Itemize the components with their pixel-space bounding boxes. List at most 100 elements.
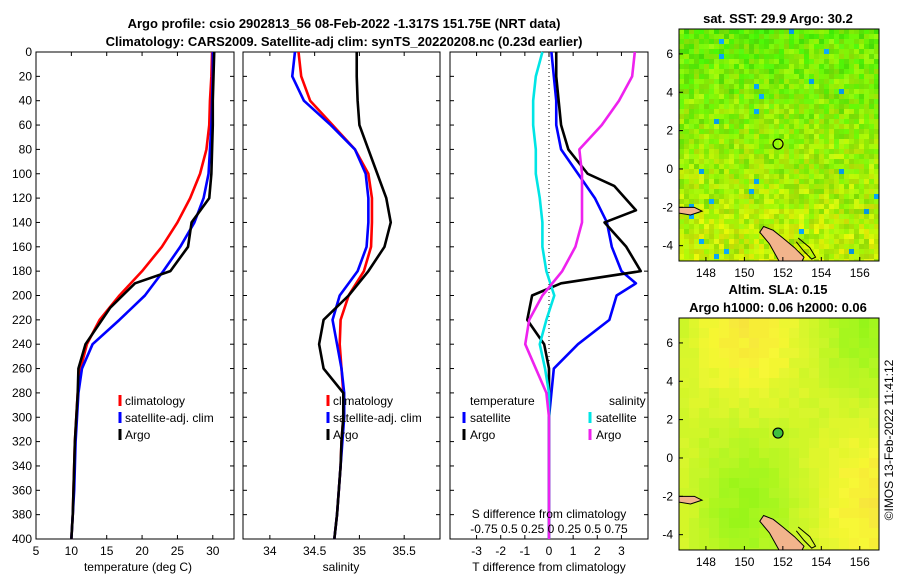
- map-cell: [864, 184, 870, 190]
- map-cell: [814, 179, 820, 185]
- map-cell: [699, 204, 705, 210]
- map-cell: [829, 64, 835, 70]
- map-cell: [759, 368, 770, 379]
- map-cell: [734, 189, 740, 195]
- map-cell: [739, 164, 745, 170]
- map-cell: [784, 64, 790, 70]
- map-cell: [869, 254, 875, 260]
- map-cell: [779, 89, 785, 95]
- legend-label: climatology: [125, 394, 185, 408]
- map-cell: [699, 64, 705, 70]
- map-cell: [829, 29, 835, 35]
- map-cell: [869, 388, 880, 399]
- map-cell: [689, 199, 695, 205]
- map-cell: [799, 114, 805, 120]
- legend-label: Argo: [596, 428, 622, 442]
- map-cell: [874, 139, 880, 145]
- map-cell: [679, 149, 685, 155]
- map-cell: [849, 169, 855, 175]
- map-cell: [764, 119, 770, 125]
- map-cell: [784, 179, 790, 185]
- map-cell: [864, 104, 870, 110]
- map-cell: [714, 129, 720, 135]
- map-cell: [689, 89, 695, 95]
- map-cell: [834, 154, 840, 160]
- map-cell: [719, 174, 725, 180]
- map-cell: [699, 144, 705, 150]
- map-cell: [804, 64, 810, 70]
- map-cell: [709, 134, 715, 140]
- map-cell: [829, 348, 840, 359]
- map-cell: [789, 468, 800, 479]
- map-cell: [769, 388, 780, 399]
- map-cell: [759, 59, 765, 65]
- x-tick-label: 10: [65, 544, 79, 558]
- map-cell: [874, 194, 880, 200]
- map-cell: [694, 254, 700, 260]
- map-cell: [729, 114, 735, 120]
- map-cell: [744, 144, 750, 150]
- map-cell: [714, 114, 720, 120]
- map-cell: [874, 99, 880, 105]
- map-cell: [729, 84, 735, 90]
- map-cell: [834, 79, 840, 85]
- y-tick-label: 180: [12, 264, 32, 278]
- map-cell: [779, 498, 790, 509]
- map-cell: [709, 84, 715, 90]
- map-cell: [774, 109, 780, 115]
- map-cell: [834, 169, 840, 175]
- y-tick-label: 6: [666, 47, 673, 61]
- map-cell: [694, 144, 700, 150]
- map-cell: [839, 149, 845, 155]
- map-cell: [809, 458, 820, 469]
- map-cell: [729, 418, 740, 429]
- map-cell: [729, 94, 735, 100]
- map-cell: [869, 119, 875, 125]
- map-cell: [809, 94, 815, 100]
- map-cell: [839, 318, 850, 329]
- map-cell: [874, 234, 880, 240]
- map-cell: [774, 259, 780, 262]
- map-cell: [874, 259, 880, 262]
- map-frame: [678, 28, 880, 262]
- map-cell: [724, 219, 730, 225]
- map-cell: [824, 114, 830, 120]
- map-cell: [734, 34, 740, 40]
- map-cell: [794, 194, 800, 200]
- tdiff-xlabel: T difference from climatology: [472, 560, 626, 574]
- map-cell: [864, 249, 870, 255]
- map-cell: [829, 204, 835, 210]
- map-cell: [769, 418, 780, 429]
- map-cell: [794, 124, 800, 130]
- map-cell: [794, 174, 800, 180]
- map-cell: [854, 144, 860, 150]
- land-polygon: [759, 225, 805, 262]
- map-cell: [704, 64, 710, 70]
- map-cell: [854, 89, 860, 95]
- map-cell: [829, 448, 840, 459]
- map-cell: [694, 94, 700, 100]
- map-cell: [684, 149, 690, 155]
- map-cell: [854, 84, 860, 90]
- map-cell: [789, 89, 795, 95]
- map-cell: [779, 59, 785, 65]
- map-cell: [689, 119, 695, 125]
- map-cell: [854, 164, 860, 170]
- map-cell: [694, 114, 700, 120]
- x-tick-label: 30: [206, 544, 220, 558]
- map-cell: [734, 149, 740, 155]
- map-cell: [809, 154, 815, 160]
- map-cell: [809, 114, 815, 120]
- map-cell: [844, 74, 850, 80]
- map-cell: [699, 338, 710, 349]
- map-cell: [734, 29, 740, 35]
- map-cell: [759, 468, 770, 479]
- map-cell: [719, 184, 725, 190]
- map-cell: [824, 134, 830, 140]
- map-cell: [689, 438, 700, 449]
- y-tick-label: 80: [19, 142, 33, 156]
- map-cell: [794, 129, 800, 135]
- map-cell: [704, 169, 710, 175]
- map-cell: [709, 179, 715, 185]
- map-cell: [809, 508, 820, 519]
